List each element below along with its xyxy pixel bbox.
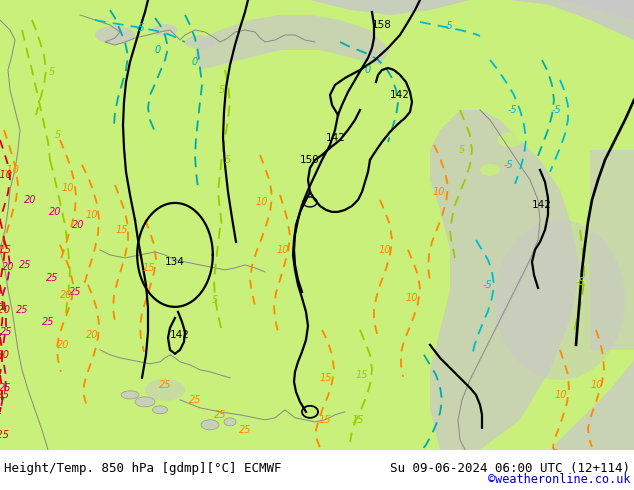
Polygon shape <box>560 0 634 20</box>
Text: 15: 15 <box>116 225 128 235</box>
Text: 134: 134 <box>165 257 185 267</box>
Ellipse shape <box>95 26 135 44</box>
Text: -5: -5 <box>551 105 561 115</box>
Text: 20: 20 <box>2 262 14 272</box>
Text: -25: -25 <box>0 390 10 400</box>
Text: 25: 25 <box>189 395 201 405</box>
Text: 25: 25 <box>16 305 29 315</box>
Text: 158: 158 <box>372 20 392 30</box>
Ellipse shape <box>185 35 215 49</box>
Text: 10: 10 <box>591 380 603 390</box>
Text: Su 09-06-2024 06:00 UTC (12+114): Su 09-06-2024 06:00 UTC (12+114) <box>390 462 630 475</box>
Text: -20: -20 <box>0 305 11 315</box>
Text: 15: 15 <box>356 370 368 380</box>
Text: 5: 5 <box>225 155 231 165</box>
Text: 25: 25 <box>0 383 11 393</box>
Polygon shape <box>550 360 634 450</box>
Text: 20: 20 <box>49 207 61 217</box>
Text: 142: 142 <box>326 133 346 143</box>
Text: -5: -5 <box>482 280 492 290</box>
Ellipse shape <box>153 24 178 36</box>
Ellipse shape <box>153 406 167 414</box>
Polygon shape <box>195 15 390 70</box>
Ellipse shape <box>201 420 219 430</box>
Text: 15: 15 <box>352 415 365 425</box>
Text: 142: 142 <box>532 200 552 210</box>
Text: -10: -10 <box>4 165 20 175</box>
Text: -5: -5 <box>503 160 513 170</box>
Text: 0: 0 <box>192 57 198 67</box>
Text: 10: 10 <box>433 187 445 197</box>
Text: 142: 142 <box>170 330 190 340</box>
Bar <box>590 150 634 350</box>
Text: 10: 10 <box>256 197 268 207</box>
Text: 20: 20 <box>60 290 72 300</box>
Text: 15: 15 <box>319 415 331 425</box>
Text: 5: 5 <box>49 67 55 77</box>
Ellipse shape <box>495 220 625 380</box>
Text: 25: 25 <box>19 260 31 270</box>
Text: 5: 5 <box>55 130 61 140</box>
Polygon shape <box>430 110 580 450</box>
Text: 15: 15 <box>320 373 332 383</box>
Text: 25: 25 <box>239 425 251 435</box>
Text: -5: -5 <box>135 23 145 33</box>
Ellipse shape <box>224 418 236 426</box>
Text: 0: 0 <box>155 45 161 55</box>
Text: -5: -5 <box>575 277 585 287</box>
Text: -5: -5 <box>443 21 453 31</box>
Text: 0: 0 <box>365 65 371 75</box>
Ellipse shape <box>498 132 522 147</box>
Text: -20: -20 <box>0 350 10 360</box>
Ellipse shape <box>480 164 500 176</box>
Text: 5: 5 <box>459 145 465 155</box>
Ellipse shape <box>135 397 155 407</box>
Ellipse shape <box>145 379 185 401</box>
Text: -15: -15 <box>0 245 12 255</box>
Text: 10: 10 <box>61 183 74 193</box>
Text: Height/Temp. 850 hPa [gdmp][°C] ECMWF: Height/Temp. 850 hPa [gdmp][°C] ECMWF <box>4 462 281 475</box>
Text: 20: 20 <box>23 195 36 205</box>
Ellipse shape <box>503 90 538 110</box>
Text: 10: 10 <box>406 293 418 303</box>
Ellipse shape <box>121 391 139 399</box>
Text: 25: 25 <box>214 410 226 420</box>
Text: 10: 10 <box>555 390 567 400</box>
Polygon shape <box>310 0 634 40</box>
Text: 142: 142 <box>390 90 410 100</box>
Text: 20: 20 <box>57 340 69 350</box>
Text: 25: 25 <box>68 287 81 297</box>
Text: 10: 10 <box>378 245 391 255</box>
Text: ©weatheronline.co.uk: ©weatheronline.co.uk <box>488 473 630 486</box>
Text: 150: 150 <box>300 155 320 165</box>
Text: 25: 25 <box>42 317 55 327</box>
Text: -5: -5 <box>507 105 517 115</box>
Text: 25: 25 <box>46 273 58 283</box>
Text: 15: 15 <box>143 263 155 273</box>
Text: 5: 5 <box>219 85 225 95</box>
Text: 10: 10 <box>86 210 98 220</box>
Text: -10: -10 <box>0 170 13 180</box>
Text: 20: 20 <box>72 220 84 230</box>
Text: 5: 5 <box>212 295 218 305</box>
Text: 10: 10 <box>277 245 289 255</box>
Text: 25: 25 <box>158 380 171 390</box>
Text: -25: -25 <box>0 430 10 440</box>
Text: 25: 25 <box>0 327 12 337</box>
Text: 20: 20 <box>86 330 98 340</box>
